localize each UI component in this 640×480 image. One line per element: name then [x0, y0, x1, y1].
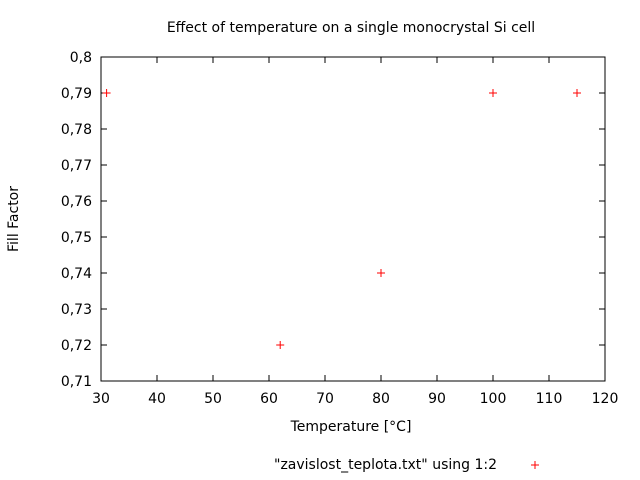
- x-tick-label: 30: [92, 391, 110, 407]
- y-tick-label: 0,77: [61, 158, 92, 174]
- y-axis-label: Fill Factor: [6, 186, 22, 252]
- x-tick-label: 100: [480, 391, 507, 407]
- y-tick-label: 0,76: [61, 194, 92, 210]
- data-point: [573, 89, 581, 97]
- y-tick-label: 0,8: [70, 50, 92, 66]
- y-tick-label: 0,79: [61, 86, 92, 102]
- y-tick-label: 0,71: [61, 374, 92, 390]
- x-tick-label: 120: [592, 391, 619, 407]
- y-tick-label: 0,73: [61, 302, 92, 318]
- chart-title: Effect of temperature on a single monocr…: [167, 20, 535, 36]
- data-point: [276, 341, 285, 349]
- x-tick-label: 80: [372, 391, 390, 407]
- data-point: [489, 89, 497, 97]
- y-tick-label: 0,78: [61, 122, 92, 138]
- x-axis-label: Temperature [°C]: [290, 419, 412, 435]
- x-tick-label: 60: [260, 391, 278, 407]
- data-point: [377, 269, 385, 277]
- y-tick-label: 0,74: [61, 266, 92, 282]
- y-tick-label: 0,75: [61, 230, 92, 246]
- y-tick-label: 0,72: [61, 338, 92, 354]
- x-tick-label: 90: [428, 391, 446, 407]
- legend-label: "zavislost_teplota.txt" using 1:2: [274, 457, 497, 473]
- x-tick-label: 110: [536, 391, 563, 407]
- x-tick-label: 50: [204, 391, 222, 407]
- x-tick-label: 70: [316, 391, 334, 407]
- x-tick-label: 40: [148, 391, 166, 407]
- plot-border: [100, 56, 606, 382]
- data-point: [102, 89, 111, 97]
- legend-marker: [531, 461, 539, 469]
